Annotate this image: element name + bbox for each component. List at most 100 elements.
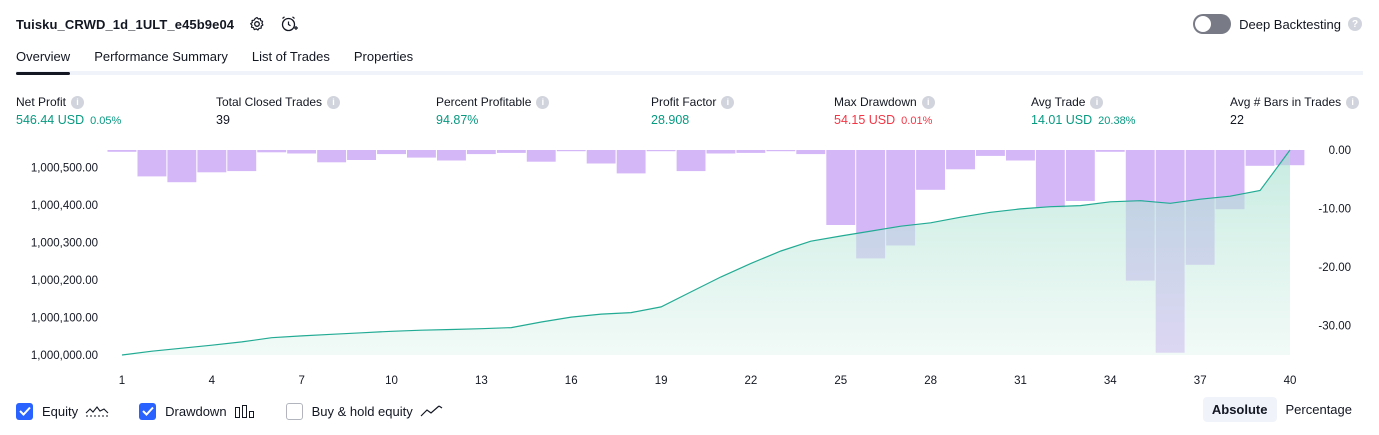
info-icon[interactable]: i bbox=[327, 95, 341, 109]
metric-profit-factor: Profit Factor i 28.908 bbox=[651, 94, 735, 129]
metric-value: 14.01 USD bbox=[1031, 113, 1093, 127]
drawdown-bar bbox=[257, 150, 287, 153]
metric-percent: 20.38% bbox=[1098, 115, 1136, 127]
equity-drawdown-chart[interactable]: 1,000,500.00 1,000,400.00 1,000,300.00 1,00… bbox=[0, 138, 1379, 393]
drawdown-bar bbox=[287, 150, 317, 154]
metric-value: 94.87% bbox=[436, 113, 479, 127]
drawdown-bar bbox=[976, 150, 1005, 156]
buy-hold-checkbox[interactable] bbox=[285, 402, 303, 420]
drawdown-bar bbox=[826, 150, 856, 225]
drawdown-bar bbox=[706, 150, 736, 154]
drawdown-checkbox[interactable] bbox=[139, 402, 157, 420]
drawdown-bar bbox=[347, 150, 376, 160]
deep-backtesting-toggle[interactable] bbox=[1193, 14, 1232, 34]
metric-avg-trade: Avg Trade i 14.01 USD 20.38% bbox=[1031, 94, 1135, 129]
drawdown-bar bbox=[1006, 150, 1035, 161]
drawdown-bar bbox=[766, 150, 796, 152]
x-tick-label: 34 bbox=[1104, 375, 1117, 387]
drawdown-bar bbox=[556, 150, 586, 152]
gear-icon[interactable] bbox=[248, 15, 266, 33]
x-tick-label: 13 bbox=[475, 375, 488, 387]
x-tick-label: 19 bbox=[655, 375, 668, 387]
legend-label: Drawdown bbox=[165, 403, 227, 419]
drawdown-bar bbox=[317, 150, 347, 163]
metric-label: Percent Profitable bbox=[436, 95, 532, 109]
x-tick-label: 25 bbox=[834, 375, 847, 387]
y-left-tick-label: 1,000,000.00 bbox=[31, 350, 98, 362]
equity-area bbox=[122, 150, 1290, 355]
drawdown-bar bbox=[377, 150, 406, 155]
legend-label: Buy & hold equity bbox=[311, 403, 413, 419]
alarm-clock-plus-icon[interactable] bbox=[280, 15, 299, 33]
strategy-name: Tuisku_CRWD_1d_1ULT_e45b9e04 bbox=[16, 16, 235, 32]
tab-performance-summary[interactable]: Performance Summary bbox=[94, 49, 228, 64]
deep-backtesting-label: Deep Backtesting bbox=[1239, 16, 1341, 32]
legend-buy-hold[interactable]: Buy & hold equity bbox=[285, 402, 444, 420]
info-icon[interactable]: i bbox=[536, 95, 550, 109]
drawdown-bar bbox=[107, 150, 137, 152]
x-tick-label: 7 bbox=[298, 375, 304, 387]
info-icon[interactable]: i bbox=[1346, 95, 1360, 109]
info-icon[interactable]: i bbox=[1090, 95, 1104, 109]
absolute-button[interactable]: Absolute bbox=[1202, 397, 1277, 422]
drawdown-bar bbox=[437, 150, 466, 161]
deep-backtesting: Deep Backtesting ? bbox=[1193, 13, 1362, 35]
x-tick-label: 4 bbox=[209, 375, 216, 387]
drawdown-bar bbox=[946, 150, 975, 170]
drawdown-bar bbox=[676, 150, 706, 172]
metric-value: 22 bbox=[1230, 113, 1244, 127]
legend-label: Equity bbox=[42, 403, 79, 419]
tab-properties[interactable]: Properties bbox=[353, 49, 414, 64]
x-tick-label: 22 bbox=[745, 375, 758, 387]
buy-hold-line-icon bbox=[420, 404, 444, 418]
drawdown-bar bbox=[1095, 150, 1125, 152]
y-left-tick-label: 1,000,100.00 bbox=[31, 313, 98, 325]
metric-value: 28.908 bbox=[651, 113, 690, 127]
drawdown-bars-icon bbox=[234, 404, 256, 418]
drawdown-bar bbox=[496, 150, 526, 153]
drawdown-bar bbox=[736, 150, 766, 153]
drawdown-bar bbox=[1065, 150, 1095, 201]
metric-percent: 0.01% bbox=[901, 115, 933, 127]
metric-max-drawdown: Max Drawdown i 54.15 USD 0.01% bbox=[834, 94, 935, 129]
y-right-tick-label: -20.00 bbox=[1318, 262, 1351, 274]
metric-value: 39 bbox=[216, 113, 230, 127]
info-icon[interactable]: i bbox=[71, 95, 85, 109]
percentage-button[interactable]: Percentage bbox=[1285, 402, 1353, 417]
tab-list-of-trades[interactable]: List of Trades bbox=[251, 49, 330, 64]
tab-overview[interactable]: Overview bbox=[16, 46, 71, 75]
y-left-tick-label: 1,000,400.00 bbox=[31, 200, 98, 212]
drawdown-bar bbox=[526, 150, 556, 162]
drawdown-bar bbox=[586, 150, 616, 164]
metric-label: Avg Trade bbox=[1031, 95, 1086, 109]
x-tick-label: 1 bbox=[119, 375, 125, 387]
x-tick-label: 31 bbox=[1014, 375, 1027, 387]
toggle-knob bbox=[1195, 16, 1212, 32]
legend-equity[interactable]: Equity bbox=[16, 402, 109, 420]
drawdown-bar bbox=[916, 150, 945, 190]
y-left-tick-label: 1,000,500.00 bbox=[31, 162, 98, 174]
drawdown-bar bbox=[1245, 150, 1275, 166]
drawdown-bar bbox=[137, 150, 167, 177]
metric-value: 546.44 USD bbox=[16, 113, 85, 127]
info-icon[interactable]: i bbox=[921, 95, 935, 109]
info-icon[interactable]: i bbox=[721, 95, 735, 109]
equity-checkbox[interactable] bbox=[16, 402, 33, 420]
drawdown-bar bbox=[646, 150, 676, 152]
strategy-header: Tuisku_CRWD_1d_1ULT_e45b9e04 bbox=[16, 12, 299, 36]
legend-drawdown[interactable]: Drawdown bbox=[139, 402, 256, 420]
x-tick-label: 10 bbox=[385, 375, 398, 387]
metric-avg-bars: Avg # Bars in Trades i 22 bbox=[1230, 94, 1360, 129]
equity-line bbox=[121, 149, 1291, 356]
metric-label: Avg # Bars in Trades bbox=[1230, 95, 1342, 109]
y-right-tick-label: 0.00 bbox=[1329, 145, 1351, 157]
metric-net-profit: Net Profit i 546.44 USD 0.05% bbox=[16, 94, 121, 129]
metric-label: Max Drawdown bbox=[834, 95, 917, 109]
help-icon[interactable]: ? bbox=[1348, 17, 1362, 31]
drawdown-bar bbox=[466, 150, 496, 155]
metric-total-closed-trades: Total Closed Trades i 39 bbox=[216, 94, 341, 129]
equity-line-icon bbox=[85, 404, 109, 418]
metric-label: Net Profit bbox=[16, 95, 67, 109]
y-right-tick-label: -30.00 bbox=[1318, 321, 1351, 333]
drawdown-bar bbox=[1035, 150, 1065, 208]
